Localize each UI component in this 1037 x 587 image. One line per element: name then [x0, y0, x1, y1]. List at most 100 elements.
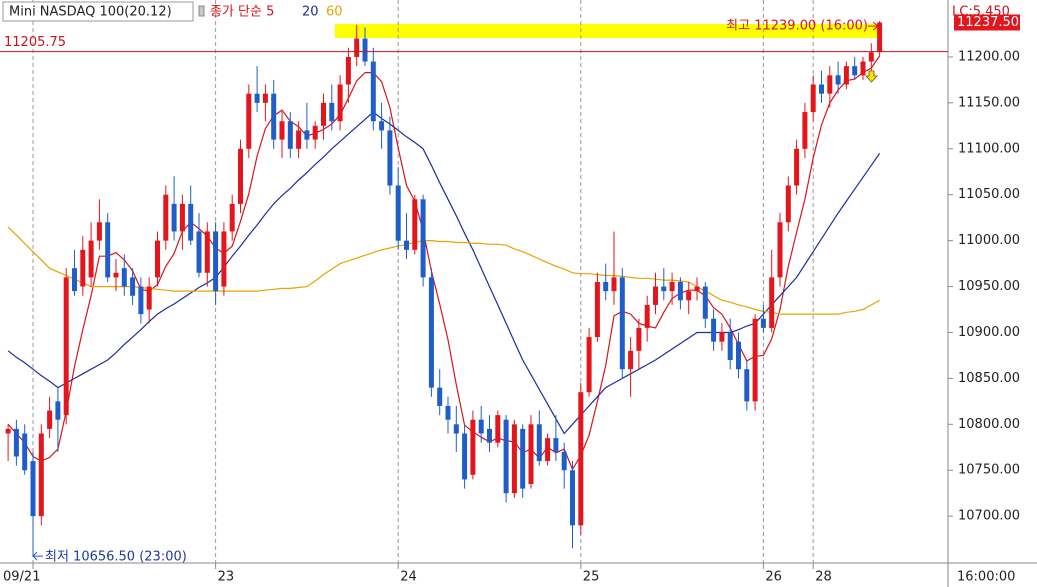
candle-body [146, 286, 152, 310]
candle-body [296, 130, 302, 149]
candle-body [412, 199, 418, 250]
candle-body [736, 341, 741, 370]
candle-body [877, 22, 883, 52]
candle-body [628, 350, 634, 370]
high-arrow [868, 21, 879, 31]
ma-lines [7, 55, 881, 471]
x-tick-label: 09/21 [3, 570, 40, 585]
candle-body [5, 428, 11, 434]
y-tick-label: 11150.00 [958, 95, 1020, 110]
candle-body [619, 277, 625, 370]
legend-entry: 20 [302, 5, 319, 20]
candle-body [428, 277, 434, 388]
candle-body [545, 438, 551, 462]
candle-body [644, 304, 650, 328]
chart-title: Mini NASDAQ 100(20.12) [9, 5, 172, 20]
candle-body [163, 194, 169, 241]
legend-entry: 종가 단순 5 [210, 5, 274, 20]
candle-body [462, 433, 468, 480]
ma-line [7, 226, 880, 315]
y-tick-label: 11100.00 [958, 141, 1020, 156]
candle-body [760, 318, 766, 328]
candle-body [13, 428, 19, 457]
x-tick-label: 23 [218, 570, 235, 585]
last-price-box [954, 14, 1020, 31]
candle-body [453, 424, 459, 434]
y-tick-label: 10850.00 [958, 371, 1020, 386]
candle-body [130, 277, 136, 296]
candle-body [63, 277, 69, 416]
candle-body [312, 125, 318, 140]
candle-body [470, 419, 476, 475]
candle-body [254, 93, 260, 103]
candle-body [321, 102, 326, 126]
high-highlight [335, 24, 880, 38]
candle-body [810, 84, 816, 113]
candle-body [719, 332, 725, 342]
candle-body [404, 240, 409, 250]
candle-body [669, 281, 675, 292]
candle-body [536, 424, 542, 462]
candle-body [603, 281, 609, 292]
candle-body [271, 93, 277, 140]
candle-body [835, 75, 841, 85]
legend-icon [198, 5, 205, 17]
y-tick-label: 10900.00 [958, 325, 1020, 340]
candle-body [387, 130, 393, 186]
candle-body [221, 231, 227, 287]
signal-arrow [865, 70, 878, 83]
candle-body [337, 84, 343, 122]
candle-body [329, 102, 335, 122]
candle-body [196, 231, 202, 273]
candle-body [686, 291, 692, 301]
candle-body [229, 203, 235, 232]
candle-body [843, 66, 849, 85]
ma-line [7, 55, 881, 471]
candle-body [22, 433, 28, 471]
candle-body [528, 424, 534, 485]
y-tick-label: 11200.00 [958, 49, 1020, 64]
candle-body [55, 401, 61, 420]
x-tick-label: 24 [400, 570, 417, 585]
candle-body [213, 231, 219, 292]
candle-body [304, 130, 310, 140]
candle-body [354, 38, 360, 57]
candle-body [179, 203, 185, 232]
x-tick-label: 25 [583, 570, 600, 585]
candle-body [785, 185, 791, 223]
annotations: 최고 11239.00 (16:00) 최저 10656.50 (23:00) [32, 19, 879, 565]
y-tick-label: 10700.00 [958, 509, 1020, 524]
candle-body [868, 52, 874, 62]
candle-body [777, 222, 783, 278]
candle-body [503, 419, 509, 494]
candle-body [702, 286, 708, 319]
x-tick-label: 28 [815, 570, 832, 585]
candle-body [88, 240, 94, 278]
candle-body [586, 337, 592, 393]
candle-body [155, 240, 160, 278]
candle-body [262, 93, 268, 103]
candle-body [860, 61, 866, 76]
candle-body [511, 424, 517, 494]
candle-body [379, 121, 385, 131]
candle-body [677, 281, 683, 301]
candle-body [38, 433, 44, 517]
candle-body [279, 121, 285, 140]
candle-body [744, 369, 750, 402]
candle-body [819, 84, 824, 94]
y-tick-label: 11050.00 [958, 187, 1020, 202]
candle-body [578, 392, 584, 526]
last-price-label: 11237.50 [957, 15, 1019, 30]
candle-body [661, 286, 667, 292]
candle-body [594, 281, 600, 338]
ma-line [7, 111, 881, 435]
candle-body [188, 203, 194, 241]
candle-body [561, 451, 567, 471]
legend-entry: 60 [326, 5, 343, 20]
y-tick-label: 10800.00 [958, 417, 1020, 432]
candle-body [727, 332, 733, 361]
candle-body [72, 268, 77, 292]
